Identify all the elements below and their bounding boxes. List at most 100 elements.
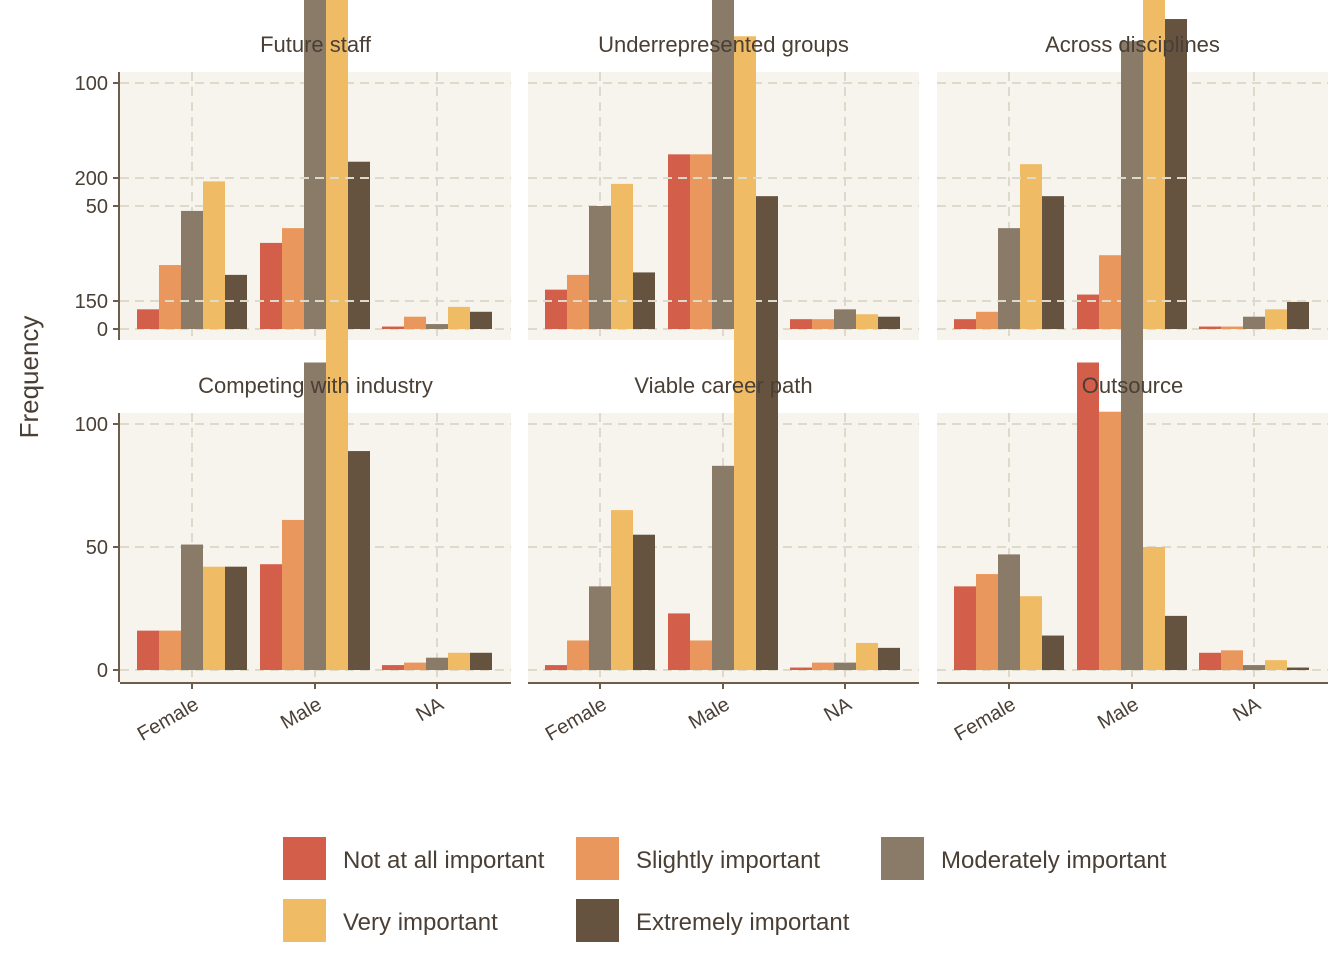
bar	[1099, 411, 1121, 670]
bar	[260, 564, 282, 670]
panel: Outsource Female Male NA	[937, 177, 1328, 746]
bar	[137, 309, 159, 329]
bar	[448, 652, 470, 670]
y-tick-label: 150	[75, 291, 108, 313]
bar	[998, 554, 1020, 670]
bar	[1042, 196, 1064, 329]
x-tick-label: Female	[951, 693, 1020, 745]
y-tick-label: 50	[86, 537, 108, 559]
bar	[690, 640, 712, 670]
bar	[1020, 596, 1042, 670]
bar	[348, 451, 370, 670]
bar	[426, 657, 448, 670]
bar	[954, 586, 976, 670]
bar	[159, 630, 181, 670]
bar	[225, 566, 247, 670]
y-tick-label: 50	[86, 196, 108, 218]
bar	[589, 586, 611, 670]
bar	[1265, 309, 1287, 329]
bar	[812, 662, 834, 670]
bar	[976, 574, 998, 670]
x-tick-label: Male	[685, 693, 734, 734]
panel-title: Underrepresented groups	[598, 32, 849, 57]
bar	[304, 0, 326, 330]
bar	[282, 228, 304, 329]
bar	[1099, 255, 1121, 329]
legend-item: Very important	[283, 899, 498, 942]
legend-label: Extremely important	[636, 909, 850, 936]
panel-title: Outsource	[1082, 373, 1184, 398]
bar	[470, 652, 492, 670]
x-tick-label: Female	[134, 693, 203, 745]
bar	[834, 309, 856, 329]
bar	[382, 665, 404, 670]
panel-title: Competing with industry	[198, 373, 433, 398]
bar	[878, 316, 900, 329]
panel: Viable career path Female Male NA	[528, 177, 919, 746]
bar	[1165, 19, 1187, 329]
bar	[1221, 326, 1243, 329]
bar	[1265, 660, 1287, 670]
legend-label: Very important	[343, 909, 498, 936]
bar	[633, 272, 655, 329]
panel-title: Viable career path	[634, 373, 812, 398]
bar	[348, 161, 370, 329]
panels-layer: Future staff 0 50 100 150 200 Underrepresented…	[75, 0, 1328, 746]
bar	[326, 0, 348, 329]
bar	[856, 642, 878, 670]
bar	[790, 667, 812, 670]
bar	[1243, 665, 1265, 670]
bar	[756, 196, 778, 329]
legend-label: Moderately important	[941, 847, 1167, 874]
bar	[1287, 301, 1309, 329]
bar	[545, 289, 567, 329]
bar	[326, 313, 348, 670]
bar	[404, 316, 426, 329]
bar	[1199, 652, 1221, 670]
bar	[712, 0, 734, 329]
y-tick-label: 100	[75, 73, 108, 95]
bar	[1121, 41, 1143, 330]
y-tick-label: 100	[75, 414, 108, 436]
y-tick-label: 0	[97, 319, 108, 341]
legend-swatch	[576, 899, 619, 942]
bar	[1221, 650, 1243, 670]
bar	[668, 154, 690, 329]
x-tick-label: NA	[1229, 693, 1265, 726]
bar	[976, 311, 998, 329]
bar	[790, 319, 812, 329]
bar	[611, 510, 633, 670]
bar	[304, 362, 326, 670]
bar	[668, 613, 690, 670]
bar	[203, 181, 225, 329]
bar	[260, 242, 282, 329]
panel: Future staff 0 50 100 150 200	[75, 0, 511, 341]
x-tick-label: NA	[820, 693, 856, 726]
bar	[589, 206, 611, 329]
legend-label: Slightly important	[636, 847, 820, 874]
bar	[1143, 547, 1165, 670]
panel: Across disciplines	[937, 0, 1328, 340]
bar	[382, 326, 404, 329]
bar	[1077, 294, 1099, 329]
legend-label: Not at all important	[343, 847, 545, 874]
bar	[470, 311, 492, 329]
bar	[690, 154, 712, 329]
bar	[181, 210, 203, 329]
bar	[181, 544, 203, 670]
legend-item: Not at all important	[283, 837, 545, 880]
bar	[203, 566, 225, 670]
bar	[1165, 615, 1187, 670]
panel-title: Across disciplines	[1045, 32, 1220, 57]
bar	[225, 274, 247, 329]
bar	[426, 324, 448, 329]
y-tick-label: 200	[75, 168, 108, 190]
bar	[1243, 316, 1265, 329]
bar	[1077, 362, 1099, 670]
legend-swatch	[881, 837, 924, 880]
legend-item: Extremely important	[576, 899, 850, 942]
x-tick-label: Female	[542, 693, 611, 745]
bar	[1020, 164, 1042, 329]
bar	[567, 640, 589, 670]
